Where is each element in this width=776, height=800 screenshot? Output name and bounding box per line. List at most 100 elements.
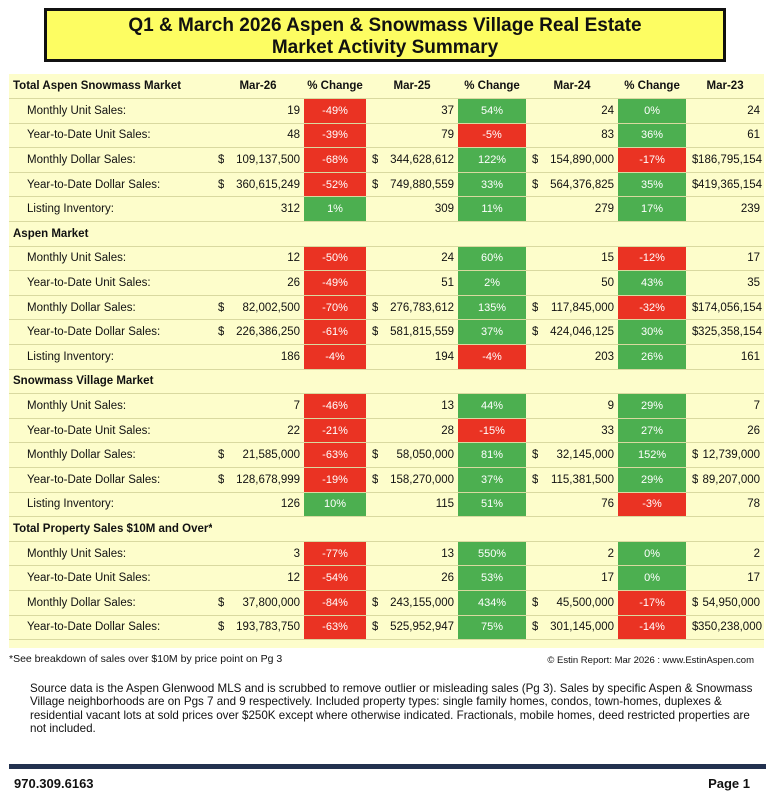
table-row: Monthly Dollar Sales: $21,585,000 -63% $58,… [9,442,765,468]
table-row: Monthly Unit Sales: 19 -49% 37 54% 24 0% 24 [9,98,765,124]
value-mar-26: 226,386,250 [224,319,305,346]
column-header-mar-26: Mar-26 [212,74,305,100]
change-cell: -12% [618,246,687,272]
change-cell: 0% [618,565,687,591]
currency-symbol [526,393,539,419]
currency-symbol [526,344,539,370]
table-row: Monthly Unit Sales: 12 -50% 24 60% 15 -12% 17 [9,246,765,272]
value-mar-24: 9 [538,393,619,419]
change-cell: -63% [304,615,367,641]
currency-symbol: $ [366,442,379,468]
market-summary-table: Total Aspen Snowmass Market Mar-26% Chang… [9,74,765,648]
value-mar-25: 58,050,000 [378,442,459,468]
value-mar-26: 109,137,500 [224,147,305,173]
change-cell: -4% [458,344,527,370]
value-mar-24: 2 [538,541,619,567]
section-header-row: Aspen Market [9,221,765,247]
currency-symbol: $ [212,442,224,468]
currency-symbol: $ [686,147,699,173]
currency-symbol [686,418,699,444]
currency-symbol [526,196,539,223]
value-mar-24: 564,376,825 [538,172,619,198]
value-mar-25: 13 [378,393,459,419]
row-label: Year-to-Date Dollar Sales: [9,467,212,493]
value-mar-23: 325,358,154 [698,319,765,346]
value-mar-26: 26 [224,270,305,296]
change-cell: 0% [618,541,687,567]
currency-symbol: $ [526,467,539,493]
change-cell: 54% [458,98,527,124]
row-label: Year-to-Date Unit Sales: [9,123,212,149]
change-cell: -21% [304,418,367,444]
column-header-change: % Change [304,74,367,100]
currency-symbol [526,492,539,518]
currency-symbol [686,246,699,272]
table-row: Monthly Unit Sales: 7 -46% 13 44% 9 29% 7 [9,393,765,419]
change-cell: -5% [458,123,527,149]
change-cell: -4% [304,344,367,370]
currency-symbol [686,270,699,296]
change-cell: 17% [618,196,687,223]
value-mar-23: 61 [698,123,765,149]
currency-symbol [526,541,539,567]
change-cell: -52% [304,172,367,198]
table-row: Monthly Dollar Sales: $37,800,000 -84% $243… [9,590,765,616]
currency-symbol [366,98,379,124]
change-cell: 10% [304,492,367,518]
currency-symbol [526,270,539,296]
value-mar-26: 19 [224,98,305,124]
currency-symbol: $ [212,172,224,198]
value-mar-25: 51 [378,270,459,296]
value-mar-25: 24 [378,246,459,272]
currency-symbol: $ [366,172,379,198]
value-mar-23: 24 [698,98,765,124]
change-cell: 1% [304,196,367,223]
currency-symbol: $ [526,295,539,321]
value-mar-25: 309 [378,196,459,223]
currency-symbol [212,541,224,567]
currency-symbol: $ [686,615,699,641]
change-cell: -3% [618,492,687,518]
currency-symbol [212,270,224,296]
change-cell: -17% [618,147,687,173]
table-row: Listing Inventory: 312 1% 309 11% 279 17% 239 [9,196,765,223]
value-mar-26: 82,002,500 [224,295,305,321]
row-label: Monthly Unit Sales: [9,246,212,272]
currency-symbol: $ [526,147,539,173]
change-cell: 434% [458,590,527,616]
column-header-change: % Change [458,74,527,100]
change-cell: -49% [304,270,367,296]
row-label: Monthly Unit Sales: [9,98,212,124]
change-cell: -68% [304,147,367,173]
currency-symbol [526,565,539,591]
currency-symbol: $ [366,590,379,616]
row-label: Monthly Dollar Sales: [9,590,212,616]
currency-symbol [686,123,699,149]
table-row: Monthly Dollar Sales: $109,137,500 -68% $34… [9,147,765,173]
change-cell: -63% [304,442,367,468]
section-header-row: Snowmass Village Market [9,369,765,395]
value-mar-24: 24 [538,98,619,124]
table-row: Year-to-Date Unit Sales: 12 -54% 26 53% 17 0% 1… [9,565,765,591]
row-label: Monthly Dollar Sales: [9,147,212,173]
value-mar-24: 17 [538,565,619,591]
currency-symbol [686,98,699,124]
change-cell: 43% [618,270,687,296]
value-mar-26: 21,585,000 [224,442,305,468]
change-cell: -17% [618,590,687,616]
value-mar-24: 301,145,000 [538,615,619,641]
value-mar-25: 158,270,000 [378,467,459,493]
row-label: Monthly Dollar Sales: [9,442,212,468]
value-mar-25: 115 [378,492,459,518]
value-mar-25: 28 [378,418,459,444]
value-mar-26: 48 [224,123,305,149]
value-mar-23: 7 [698,393,765,419]
row-label: Year-to-Date Unit Sales: [9,565,212,591]
currency-symbol: $ [366,467,379,493]
change-cell: 37% [458,467,527,493]
value-mar-24: 50 [538,270,619,296]
currency-symbol [366,418,379,444]
currency-symbol [686,492,699,518]
currency-symbol [366,344,379,370]
report-title: Q1 & March 2026 Aspen & Snowmass Village… [44,8,726,62]
